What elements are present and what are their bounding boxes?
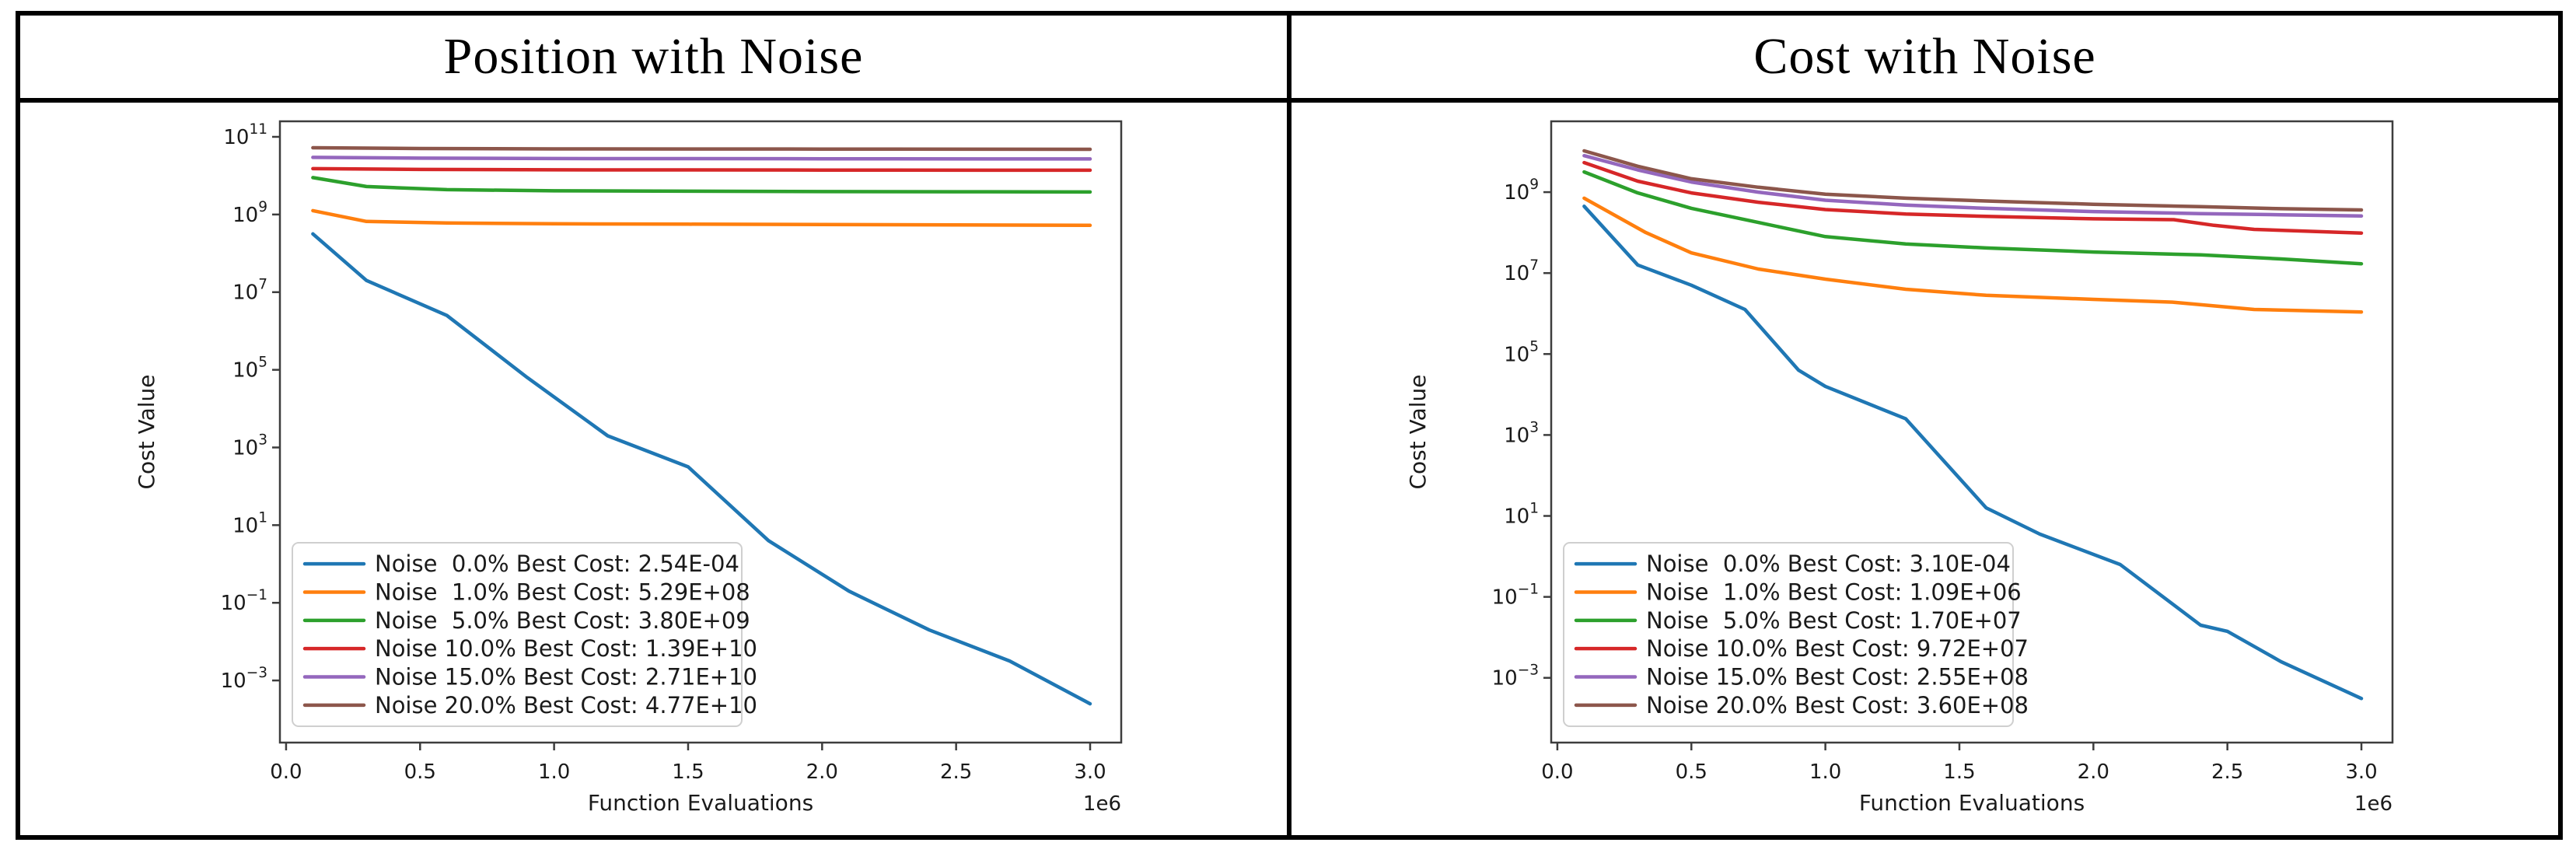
y-axis-tick-label: 1011: [223, 121, 267, 149]
table-row-divider: [20, 98, 2558, 103]
cost-with-noise-chart: 0.0 0.5 1.0 1.5 2.0 2.5 3.0 109 107 105 103 101 10−1…: [1405, 120, 2394, 816]
legend-entry-label-0: Noise 0.0% Best Cost: 2.54E-04: [375, 551, 739, 577]
table-column-divider-lower: [1287, 103, 1291, 835]
x-axis-label: Function Evaluations: [1859, 790, 2085, 816]
x-axis: 0.0 0.5 1.0 1.5 2.0 2.5 3.0: [270, 743, 1106, 784]
y-axis-tick-label: 101: [232, 509, 267, 537]
legend-entry-label-4: Noise 15.0% Best Cost: 2.71E+10: [375, 664, 757, 690]
x-axis-tick-label: 1.0: [1809, 760, 1841, 784]
legend-entry-label-2: Noise 5.0% Best Cost: 3.80E+09: [375, 607, 750, 634]
x-axis-tick-label: 2.0: [806, 760, 838, 784]
series-lines: [1582, 149, 2364, 701]
y-axis-tick-label: 10−1: [221, 587, 267, 615]
x-axis-tick-label: 1.0: [538, 760, 570, 784]
y-axis-tick-label: 107: [1504, 257, 1539, 285]
legend-entry-label-4: Noise 15.0% Best Cost: 2.55E+08: [1646, 664, 2029, 690]
x-axis-tick-label: 1.5: [1943, 760, 1975, 784]
legend-entry-label-3: Noise 10.0% Best Cost: 9.72E+07: [1646, 635, 2029, 662]
y-axis-tick-label: 109: [232, 199, 267, 227]
y-axis-label: Cost Value: [1405, 374, 1431, 489]
legend-entry-label-2: Noise 5.0% Best Cost: 1.70E+07: [1646, 607, 2022, 634]
panel-title-cost: Cost with Noise: [1291, 16, 2558, 98]
figure-table: Position with Noise Cost with Noise 0.0 0…: [16, 11, 2563, 840]
legend-entry-label-1: Noise 1.0% Best Cost: 1.09E+06: [1646, 579, 2022, 606]
x-axis-tick-label: 2.0: [2078, 760, 2109, 784]
x-axis-label: Function Evaluations: [588, 790, 813, 816]
plot-frame: [1550, 120, 2394, 744]
plot-frame: [278, 120, 1123, 744]
y-axis-tick-label: 10−1: [1492, 582, 1539, 610]
x-axis-tick-label: 0.0: [270, 760, 302, 784]
position-with-noise-chart: 0.0 0.5 1.0 1.5 2.0 2.5 3.01011109107105103101…: [134, 120, 1123, 816]
legend-box: [1563, 542, 2014, 727]
x-axis-tick-label: 3.0: [2345, 760, 2377, 784]
series-line-4: [1582, 153, 2364, 218]
y-axis-tick-label: 109: [1504, 177, 1539, 205]
series-line-1: [1582, 196, 2364, 314]
y-axis-tick-label: 10−3: [221, 665, 267, 693]
series-line-4: [311, 156, 1092, 161]
legend-entry-label-0: Noise 0.0% Best Cost: 3.10E-04: [1646, 551, 2011, 577]
y-axis-tick-label: 105: [1504, 338, 1539, 366]
legend-box: [292, 542, 743, 727]
table-column-divider: [1287, 16, 1291, 98]
series-line-2: [311, 176, 1092, 194]
series-line-5: [311, 145, 1092, 152]
series-line-0: [311, 232, 1092, 706]
x-axis-tick-label: 0.0: [1541, 760, 1573, 784]
series-line-0: [1582, 205, 2364, 701]
legend-entry-label-3: Noise 10.0% Best Cost: 1.39E+10: [375, 635, 757, 662]
y-axis: 109 107 105 103 101 10−1 10−3: [1492, 177, 1551, 690]
panel-title-cost-label: Cost with Noise: [1753, 28, 2096, 85]
series-line-5: [1582, 149, 2364, 212]
series-line-3: [311, 166, 1092, 173]
x-axis: 0.0 0.5 1.0 1.5 2.0 2.5 3.0: [1541, 743, 2378, 784]
x-axis-tick-label: 3.0: [1074, 760, 1106, 784]
y-axis-tick-label: 10−3: [1492, 662, 1539, 690]
x-axis-tick-label: 1.5: [672, 760, 704, 784]
cost-chart-cell: 0.0 0.5 1.0 1.5 2.0 2.5 3.0 109 107 105 103 101 10−1…: [1291, 103, 2558, 835]
series-lines: [311, 145, 1092, 706]
legend-entry-label-5: Noise 20.0% Best Cost: 3.60E+08: [1646, 692, 2029, 718]
x-axis-tick-label: 2.5: [940, 760, 972, 784]
y-axis: 1011 109 107 105 103 101 10−1 10−3: [221, 121, 280, 693]
y-axis-tick-label: 103: [1504, 419, 1539, 447]
y-axis-tick-label: 107: [232, 277, 267, 305]
x-axis-offset-label: 1e6: [1083, 792, 1121, 816]
series-line-1: [311, 208, 1092, 228]
y-axis-label: Cost Value: [134, 374, 159, 489]
x-axis-offset-label: 1e6: [2354, 792, 2392, 816]
legend-entry-label-5: Noise 20.0% Best Cost: 4.77E+10: [375, 692, 757, 718]
series-line-2: [1582, 170, 2364, 266]
x-axis-tick-label: 2.5: [2211, 760, 2243, 784]
position-chart-cell: 0.0 0.5 1.0 1.5 2.0 2.5 3.0 1011 109 107 105 103 101…: [20, 103, 1287, 835]
x-axis-tick-label: 0.5: [404, 760, 436, 784]
y-axis-tick-label: 105: [232, 355, 267, 383]
panel-title-position: Position with Noise: [20, 16, 1287, 98]
series-line-3: [1582, 160, 2364, 235]
legend-entry-label-1: Noise 1.0% Best Cost: 5.29E+08: [375, 579, 750, 606]
x-axis-tick-label: 0.5: [1676, 760, 1707, 784]
panel-title-position-label: Position with Noise: [443, 28, 864, 85]
y-axis-tick-label: 101: [1504, 501, 1539, 529]
y-axis-tick-label: 103: [232, 432, 267, 460]
